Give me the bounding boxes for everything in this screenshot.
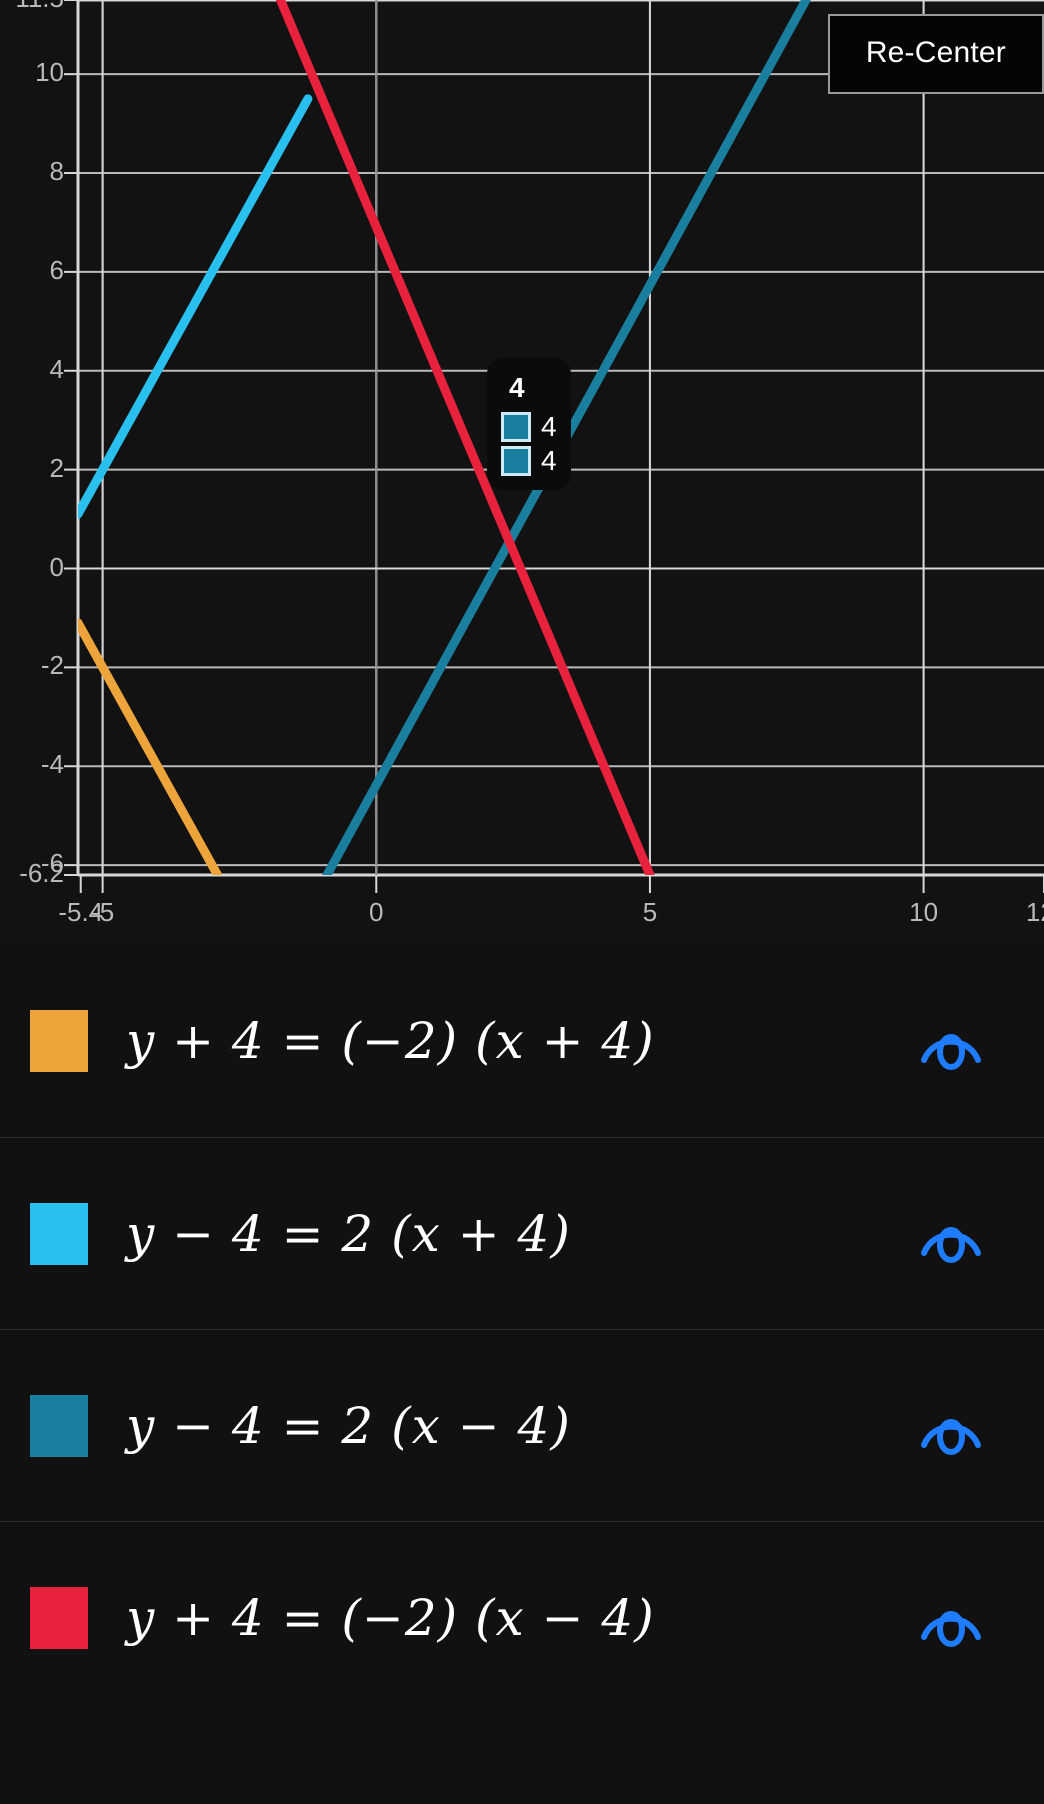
graph-canvas[interactable]: 11.51086420-2-4-6-6.2-5.4-5051012. Re-Ce… bbox=[0, 0, 1044, 945]
re-center-button[interactable]: Re-Center bbox=[827, 14, 1044, 94]
equation-row[interactable]: y + 4 = (−2) (x + 4) bbox=[0, 945, 1044, 1137]
equation-color-swatch[interactable] bbox=[30, 1010, 88, 1072]
equation-color-swatch[interactable] bbox=[30, 1586, 88, 1649]
audio-trace-icon[interactable] bbox=[916, 1203, 986, 1265]
equation-text: y + 4 = (−2) (x + 4) bbox=[126, 1012, 655, 1070]
audio-trace-icon[interactable] bbox=[916, 1587, 986, 1649]
equation-row[interactable]: y + 4 = (−2) (x − 4) bbox=[0, 1521, 1044, 1713]
equation-text: y + 4 = (−2) (x − 4) bbox=[126, 1588, 655, 1647]
equation-text: y − 4 = 2 (x − 4) bbox=[126, 1396, 571, 1455]
equation-list: y + 4 = (−2) (x + 4) y − 4 = 2 (x + 4) y −… bbox=[0, 945, 1044, 1804]
point-tooltip[interactable]: 4 4 4 bbox=[487, 358, 571, 490]
equation-text: y − 4 = 2 (x + 4) bbox=[126, 1204, 571, 1263]
audio-trace-icon[interactable] bbox=[916, 1395, 986, 1457]
equation-row[interactable]: y − 4 = 2 (x − 4) bbox=[0, 1329, 1044, 1521]
tooltip-title: 4 bbox=[509, 372, 525, 403]
tooltip-row: 4 bbox=[501, 412, 557, 442]
equation-color-swatch[interactable] bbox=[30, 1202, 88, 1265]
tooltip-color-swatch bbox=[501, 446, 531, 476]
audio-trace-icon[interactable] bbox=[916, 1010, 986, 1072]
equation-color-swatch[interactable] bbox=[30, 1394, 88, 1457]
plot-svg bbox=[64, 0, 1044, 893]
tooltip-row: 4 bbox=[501, 446, 557, 476]
tooltip-value: 4 bbox=[541, 445, 557, 476]
equation-row[interactable]: y − 4 = 2 (x + 4) bbox=[0, 1137, 1044, 1329]
tooltip-value: 4 bbox=[541, 411, 557, 442]
tooltip-color-swatch bbox=[501, 412, 531, 442]
